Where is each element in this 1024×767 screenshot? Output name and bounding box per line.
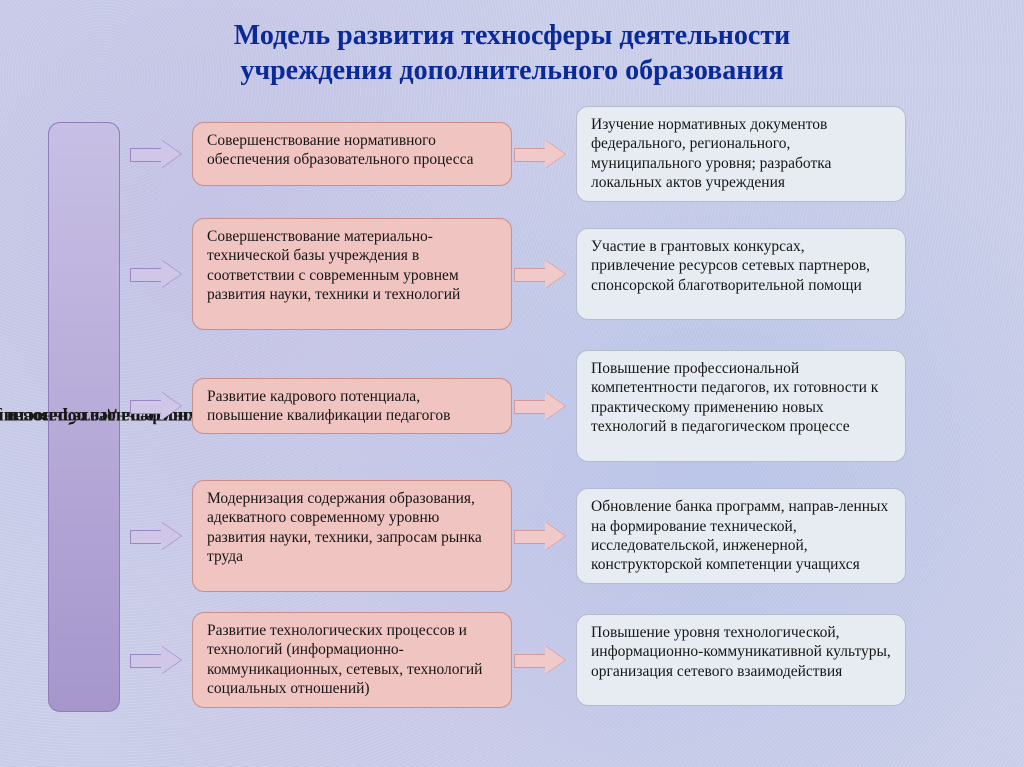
right-box: Обновление банка программ, направ-ленных…: [576, 488, 906, 584]
mid-box: Модернизация содержания образования, аде…: [192, 480, 512, 592]
title-line-1: Модель развития техносферы деятельности: [234, 20, 790, 51]
arrow-right-icon: [514, 139, 570, 169]
right-box: Участие в грантовых конкурсах, привлечен…: [576, 228, 906, 320]
arrow-right-icon: [514, 259, 570, 289]
arrow-right-icon: [130, 521, 186, 551]
arrow-right-icon: [514, 645, 570, 675]
flow-row: Модернизация содержания образования, аде…: [128, 480, 1004, 592]
source-node: Техносфера деятельности учреждения допол…: [48, 122, 120, 712]
mid-box: Совершенствование нормативного обеспечен…: [192, 122, 512, 186]
arrow-right-icon: [514, 391, 570, 421]
right-box: Повышение профессиональной компетентност…: [576, 350, 906, 462]
arrow-right-icon: [130, 139, 186, 169]
mid-box: Развитие технологических процессов и тех…: [192, 612, 512, 708]
title-line-2: учреждения дополнительного образования: [240, 55, 783, 86]
diagram: Техносфера деятельности учреждения допол…: [0, 98, 1024, 758]
right-box: Повышение уровня технологической, информ…: [576, 614, 906, 706]
mid-box: Развитие кадрового потенциала, повышение…: [192, 378, 512, 435]
arrow-right-icon: [514, 521, 570, 551]
source-label: Техносфера деятельности учреждения допол…: [49, 261, 119, 572]
arrow-right-icon: [130, 645, 186, 675]
mid-box: Совершенствование материально-техническо…: [192, 218, 512, 330]
flow-row: Совершенствование нормативного обеспечен…: [128, 106, 1004, 202]
flow-row: Совершенствование материально-техническо…: [128, 218, 1004, 330]
right-box: Изучение нормативных документов федераль…: [576, 106, 906, 202]
flow-row: Развитие технологических процессов и тех…: [128, 612, 1004, 708]
page-title: Модель развития техносферы деятельности …: [0, 0, 1024, 98]
flow-row: Развитие кадрового потенциала, повышение…: [128, 350, 1004, 462]
arrow-right-icon: [130, 259, 186, 289]
arrow-right-icon: [130, 391, 186, 421]
